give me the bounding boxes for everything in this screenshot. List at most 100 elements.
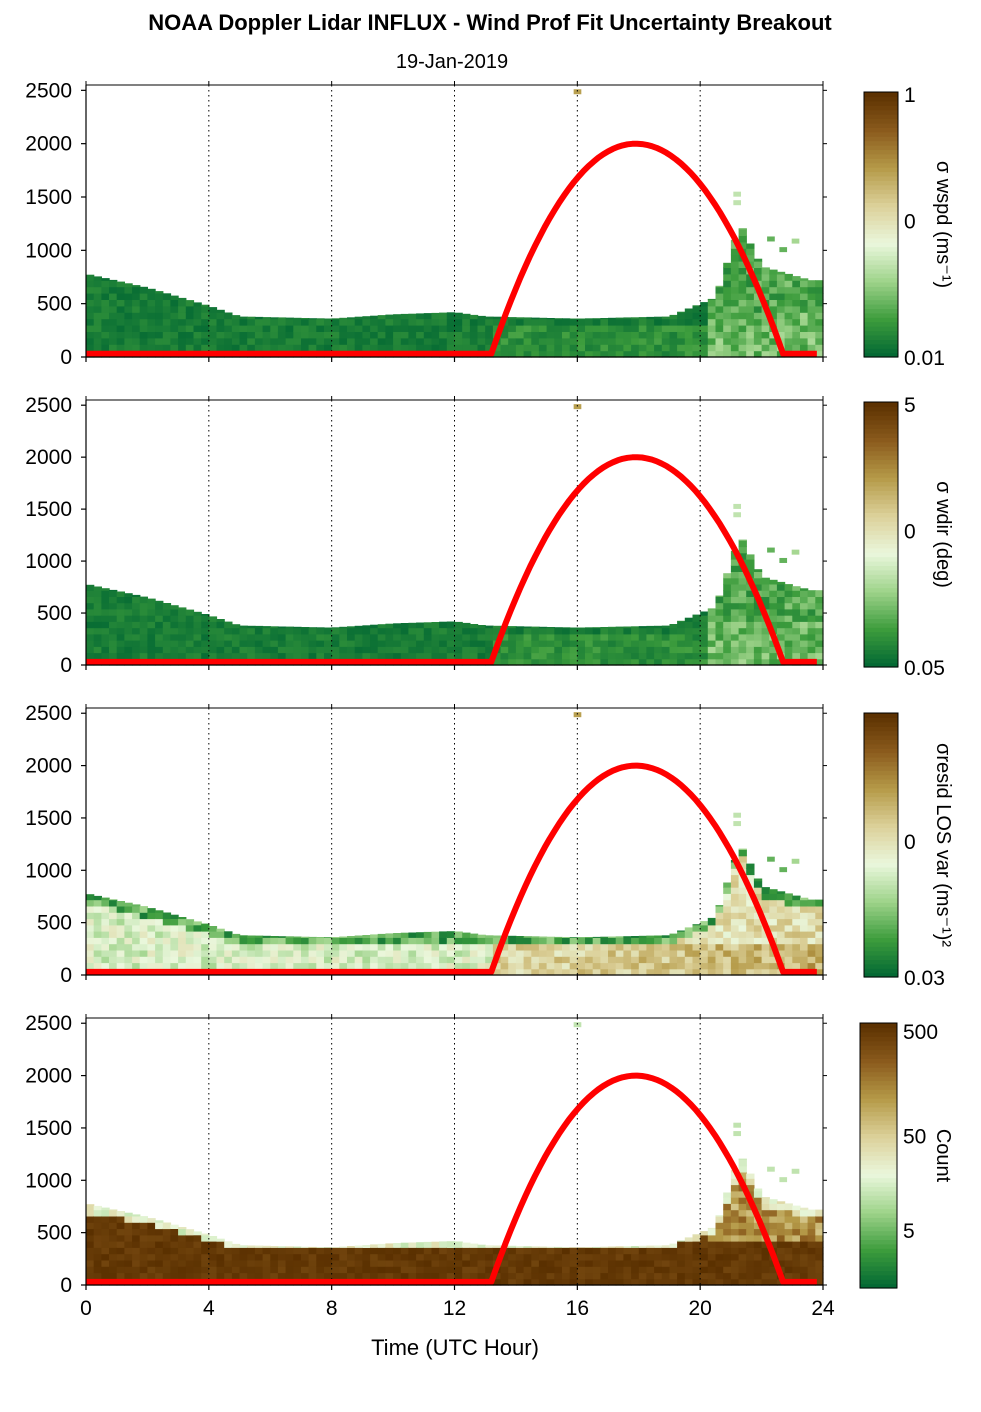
heatmap-cell (439, 640, 448, 647)
heatmap-cell (101, 318, 110, 326)
colorbar-step (864, 334, 898, 340)
heatmap-cell (669, 646, 678, 654)
heatmap-cell (807, 1272, 816, 1280)
heatmap-cell (600, 627, 609, 629)
heatmap-cell (738, 293, 747, 300)
colorbar-step (864, 286, 898, 292)
heatmap-cell (669, 949, 678, 957)
heatmap-cell (132, 337, 141, 345)
heatmap-cell (761, 293, 770, 300)
heatmap-cell (730, 943, 740, 951)
heatmap-cell (730, 658, 740, 666)
heatmap-cell (231, 1272, 241, 1280)
heatmap-cell (723, 1247, 732, 1255)
heatmap-cell (277, 317, 287, 320)
heatmap-cell (577, 949, 586, 957)
heatmap-cell (815, 337, 824, 345)
heatmap-cell (347, 633, 356, 641)
heatmap-cell (730, 608, 740, 616)
colorbar-tick-label: 0.03 (904, 967, 945, 990)
heatmap-cell (116, 305, 125, 313)
heatmap-cell (730, 248, 740, 256)
colorbar-step (864, 591, 898, 597)
heatmap-cell (615, 626, 624, 629)
heatmap-cell (247, 318, 256, 326)
heatmap-cell (293, 331, 302, 339)
heatmap-cell (254, 331, 264, 339)
heatmap-cell (684, 937, 694, 945)
heatmap-cell (738, 596, 747, 604)
heatmap-cell (139, 1247, 148, 1255)
heatmap-cell (423, 937, 433, 945)
colorbar-step (860, 1106, 897, 1112)
heatmap-cell (116, 962, 125, 970)
heatmap-cell (792, 1272, 801, 1280)
heatmap-cell (170, 1272, 179, 1280)
heatmap-cell (147, 1222, 156, 1230)
heatmap-cell (201, 337, 210, 345)
heatmap-cell (807, 318, 816, 326)
heatmap-cell (231, 646, 241, 654)
heatmap-cell (500, 633, 509, 641)
heatmap-cell (585, 1259, 594, 1267)
heatmap-cell (723, 658, 732, 666)
heatmap-cell (661, 331, 671, 339)
heatmap-cell (700, 350, 709, 358)
heatmap-cell (707, 305, 717, 313)
heatmap-cell (362, 937, 371, 945)
heatmap-cell (600, 1266, 609, 1274)
heatmap-cell (638, 318, 648, 326)
heatmap-cell (109, 962, 118, 970)
heatmap-cell (178, 1266, 187, 1274)
heatmap-cell (738, 640, 747, 647)
heatmap-cell (654, 1278, 663, 1286)
heatmap-cell (216, 325, 225, 332)
heatmap-cell (769, 269, 778, 275)
heatmap-cell (377, 1243, 386, 1248)
heatmap-cell (239, 1253, 248, 1261)
heatmap-cell (347, 325, 356, 332)
heatmap-cell (784, 943, 793, 951)
heatmap-cell (638, 962, 648, 970)
heatmap-cell (485, 652, 494, 660)
heatmap-cell (792, 602, 801, 610)
heatmap-cell (784, 956, 793, 964)
heatmap-cell (208, 337, 218, 345)
heatmap-cell (761, 312, 770, 320)
heatmap-cell (101, 646, 110, 654)
heatmap-cell (423, 652, 433, 660)
heatmap-cell (623, 1259, 632, 1267)
heatmap-cell (139, 943, 148, 951)
colorbar-step (860, 1217, 897, 1223)
heatmap-cell (324, 937, 333, 945)
heatmap-cell (93, 602, 102, 610)
colorbar-step (860, 1129, 897, 1135)
heatmap-cell (631, 627, 640, 635)
heatmap-cell (538, 627, 548, 635)
heatmap-cell (354, 344, 363, 352)
heatmap-cell (324, 1253, 333, 1261)
heatmap-cell (454, 949, 463, 957)
heatmap-cell (231, 949, 241, 957)
heatmap-cell (147, 956, 156, 964)
heatmap-cell (193, 302, 202, 307)
heatmap-cell (270, 627, 279, 635)
heatmap-cell (109, 1272, 118, 1280)
heatmap-cell (431, 633, 440, 641)
heatmap-cell (354, 1247, 363, 1255)
colorbar-step (864, 730, 898, 736)
heatmap-cell (193, 331, 202, 339)
heatmap-cell (623, 640, 632, 647)
heatmap-cell (124, 325, 133, 332)
heatmap-cell (162, 1241, 172, 1248)
heatmap-cell (738, 658, 747, 666)
heatmap-cell (738, 912, 747, 920)
heatmap-cell (677, 1272, 686, 1280)
heatmap-cell (638, 325, 648, 332)
heatmap-cell (531, 1253, 540, 1261)
heatmap-cell (792, 962, 801, 970)
colorbar-step (860, 1049, 897, 1055)
heatmap-cell (262, 317, 271, 320)
heatmap-cell (101, 590, 110, 597)
heatmap-cell (423, 313, 433, 320)
